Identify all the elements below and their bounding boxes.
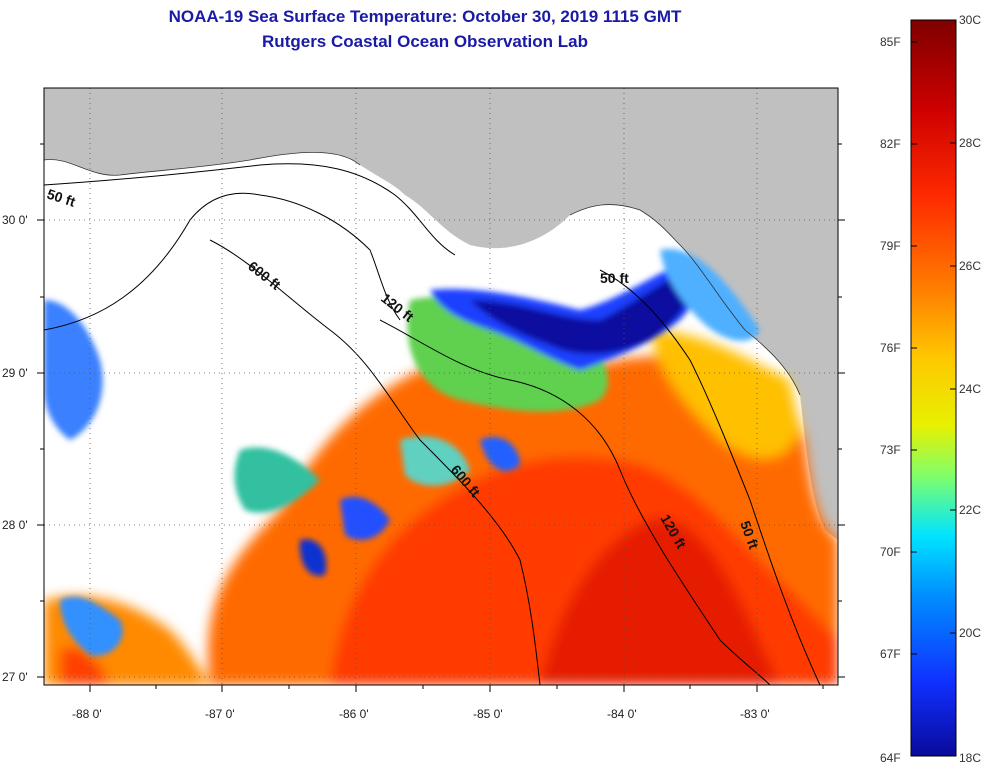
colorbar-c-label: 24C [959, 382, 981, 396]
colorbar-f-label: 67F [880, 647, 901, 661]
lon-tick-label: -88 0' [72, 707, 102, 721]
colorbar-f-label: 64F [880, 751, 901, 765]
map-area: 50 ft 600 ft 120 ft 50 ft 600 ft 120 ft … [44, 88, 838, 685]
map-title: NOAA-19 Sea Surface Temperature: October… [168, 7, 682, 26]
colorbar-f-label: 79F [880, 239, 901, 253]
lon-tick-label: -86 0' [339, 707, 369, 721]
lon-tick-label: -87 0' [205, 707, 235, 721]
lat-tick-label: 30 0' [2, 213, 28, 227]
colorbar-c-label: 28C [959, 136, 981, 150]
colorbar-f-label: 70F [880, 545, 901, 559]
colorbar-fahrenheit-scale: 85F 82F 79F 76F 73F 70F 67F 64F [880, 35, 901, 765]
lat-tick-label: 28 0' [2, 518, 28, 532]
lat-tick-label: 29 0' [2, 366, 28, 380]
lon-tick-label: -85 0' [473, 707, 503, 721]
warm-water [44, 330, 838, 685]
colorbar-c-label: 22C [959, 503, 981, 517]
frame-ticks [37, 143, 845, 692]
map-subtitle: Rutgers Coastal Ocean Observation Lab [262, 32, 588, 51]
lon-tick-label: -84 0' [607, 707, 637, 721]
colorbar-f-label: 85F [880, 35, 901, 49]
colorbar-celsius-scale: 30C 28C 26C 24C 22C 20C 18C [959, 13, 981, 765]
isobath-label-50ft-big-bend: 50 ft [600, 270, 629, 286]
colorbar-f-label: 73F [880, 443, 901, 457]
colorbar-c-label: 18C [959, 751, 981, 765]
map-frame [43, 87, 839, 686]
colorbar-f-label: 76F [880, 341, 901, 355]
colorbar-c-label: 20C [959, 626, 981, 640]
colorbar-c-label: 26C [959, 259, 981, 273]
colorbar [910, 19, 957, 757]
colorbar-c-label: 30C [959, 13, 981, 27]
lon-tick-label: -83 0' [740, 707, 770, 721]
isobath-contours [44, 163, 821, 685]
colorbar-f-label: 82F [880, 137, 901, 151]
lat-tick-label: 27 0' [2, 670, 28, 684]
